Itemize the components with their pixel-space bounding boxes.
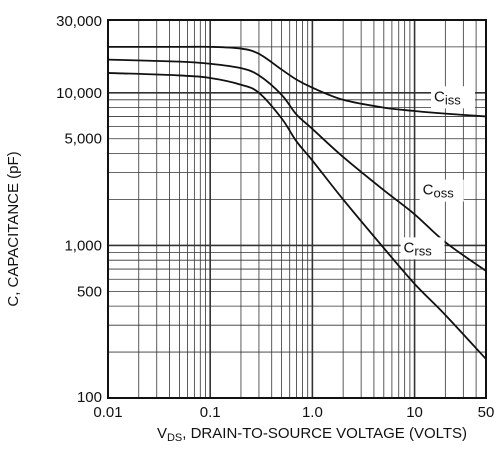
plot-frame — [108, 20, 486, 398]
series-label-main: C — [423, 182, 434, 199]
x-axis-title-sub: DS — [167, 432, 182, 444]
x-tick-label: 0.1 — [200, 404, 221, 421]
series-label-main: C — [434, 88, 445, 105]
y-tick-label: 500 — [77, 283, 102, 300]
series-label-sub: oss — [434, 186, 455, 201]
y-tick-labels: 100 500 1,000 5,000 10,000 30,000 — [56, 13, 102, 406]
x-axis-title-rest: , DRAIN-TO-SOURCE VOLTAGE (VOLTS) — [182, 425, 467, 442]
x-axis-title: VDS, DRAIN-TO-SOURCE VOLTAGE (VOLTS) — [157, 425, 467, 444]
x-tick-label: 50 — [478, 404, 495, 421]
series-label-sub: iss — [445, 93, 461, 108]
series-label-sub: rss — [414, 244, 432, 259]
series-line-ciss — [108, 47, 486, 117]
x-tick-label: 10 — [406, 404, 423, 421]
y-tick-label: 1,000 — [64, 237, 102, 254]
y-axis-title: C, CAPACITANCE (pF) — [5, 151, 22, 306]
x-tick-labels: 0.01 0.1 1.0 10 50 — [93, 404, 494, 421]
x-tick-label: 0.01 — [93, 404, 122, 421]
x-tick-label: 1.0 — [302, 404, 323, 421]
x-axis-title-main: V — [157, 425, 167, 442]
grid-layer — [108, 20, 486, 398]
y-tick-label: 100 — [77, 389, 102, 406]
y-tick-label: 5,000 — [64, 131, 102, 148]
y-tick-label: 30,000 — [56, 13, 102, 30]
series-label-main: C — [404, 239, 415, 256]
y-tick-label: 10,000 — [56, 85, 102, 102]
